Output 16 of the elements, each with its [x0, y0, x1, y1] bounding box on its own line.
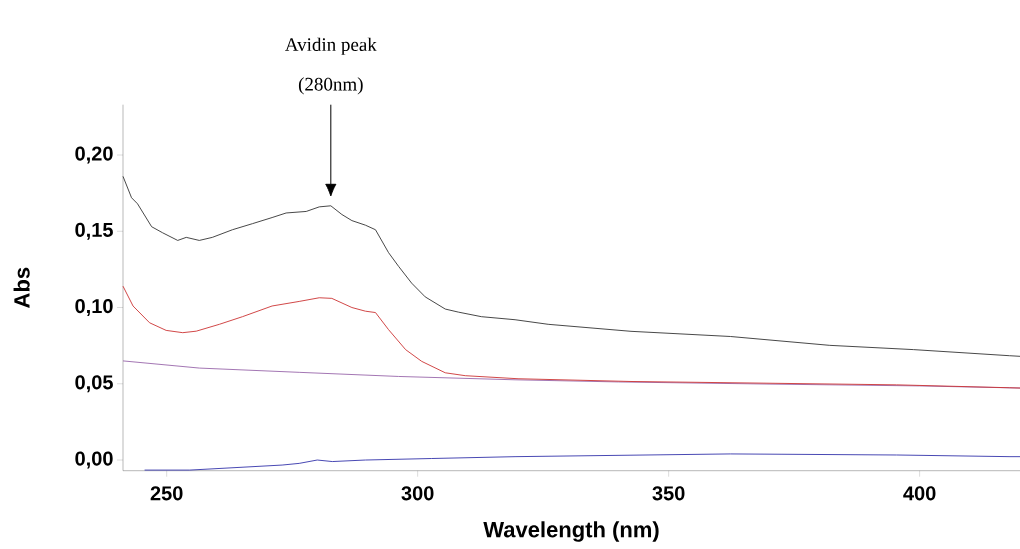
x-tick-label: 400: [903, 486, 936, 501]
y-axis-title: Abs: [13, 267, 30, 308]
x-tick-label: 350: [652, 486, 685, 501]
line-series: [122, 285, 1020, 389]
y-tick-label: 0,20: [75, 146, 113, 164]
y-tick-label: 0,10: [75, 298, 113, 317]
x-tick-label: 250: [150, 486, 183, 501]
text: Avidin peak: [285, 37, 377, 55]
text: (280nm): [298, 77, 363, 95]
line-series: [144, 453, 1020, 471]
line-series: [122, 175, 1020, 357]
y-tick-label: 0,05: [75, 375, 113, 393]
y-tick-label: 0,00: [75, 451, 113, 469]
x-axis-title: Wavelength (nm): [483, 521, 659, 542]
y-tick-label: 0,15: [75, 222, 113, 240]
x-tick-label: 300: [401, 486, 434, 501]
